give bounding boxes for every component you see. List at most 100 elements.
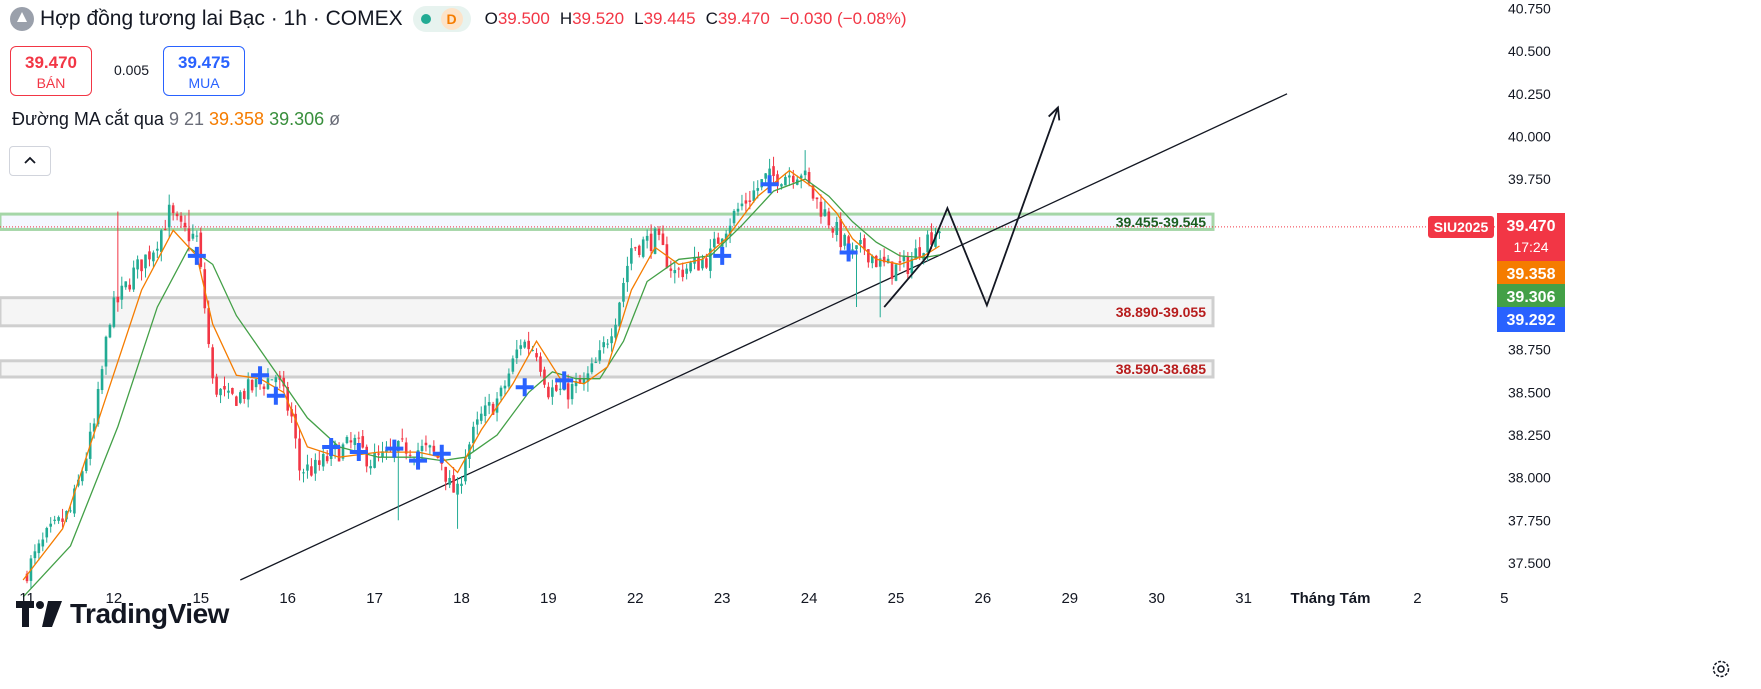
market-status-badge[interactable]: D [412, 6, 471, 32]
sell-label: BÁN [36, 75, 66, 91]
indicator-legend[interactable]: Đường MA cắt qua 9 21 39.358 39.306 ø [12, 109, 340, 130]
spread-value: 0.005 [114, 62, 150, 78]
candle-body [874, 255, 878, 268]
price-tick-label: 38.000 [1508, 470, 1551, 486]
candle-body [799, 175, 803, 179]
candle-body [408, 454, 412, 456]
candle-body [432, 445, 436, 452]
candle-body [535, 353, 538, 358]
ma-cross-marker [555, 371, 574, 390]
time-tick-label: 12 [106, 590, 123, 607]
candle-body [590, 363, 594, 373]
ma-cross-marker [251, 366, 270, 385]
candle-body [784, 176, 787, 186]
candle-body [175, 213, 179, 217]
time-tick-label: 18 [453, 590, 470, 607]
price-tick-label: 38.250 [1508, 427, 1551, 443]
candle-body [867, 249, 870, 263]
candle-body [701, 259, 704, 269]
candle-body [827, 211, 831, 226]
candle-body [215, 376, 218, 395]
candle-body [780, 184, 783, 187]
candle-body [649, 233, 653, 252]
candle-body [254, 379, 258, 388]
candle-body [45, 527, 49, 538]
candle-body [286, 386, 289, 411]
candle-body [116, 296, 120, 303]
candle-body [515, 349, 519, 359]
candle-body [69, 510, 72, 512]
candle-body [898, 261, 902, 263]
candle-body [634, 247, 637, 249]
candle-body [156, 248, 159, 251]
price-tick-label: 40.750 [1508, 1, 1551, 17]
candle-body [373, 452, 376, 468]
candle-body [839, 219, 842, 248]
candle-body [606, 343, 609, 345]
candle-body [709, 248, 712, 271]
candle-body [460, 483, 463, 486]
tradingview-logo-icon [16, 601, 62, 627]
time-tick-label: 17 [366, 590, 383, 607]
buy-button[interactable]: 39.475 MUA [163, 46, 245, 96]
candle-body [487, 402, 491, 406]
candle-body [448, 477, 451, 485]
candle-body [104, 336, 108, 367]
candle-body [148, 251, 151, 260]
price-tick-label: 38.750 [1508, 342, 1551, 358]
candle-body [274, 377, 278, 383]
candle-body [325, 456, 329, 462]
candle-body [772, 166, 775, 177]
candle-body [819, 201, 823, 217]
support-trendline [240, 93, 1288, 581]
ma-cross-marker [322, 437, 341, 456]
candle-body [100, 369, 104, 391]
market-open-dot-icon [420, 14, 431, 24]
ma-cross-marker [349, 443, 368, 462]
candle-body [140, 259, 143, 272]
countdown-text: 17:24 [1513, 239, 1548, 255]
candle-body [314, 459, 317, 474]
candle-body [756, 188, 760, 191]
candle-body [345, 437, 349, 444]
candle-body [318, 460, 321, 465]
candle-body [807, 172, 811, 184]
price-tick-label: 38.500 [1508, 384, 1551, 400]
candle-body [878, 258, 882, 267]
candle-body [645, 235, 649, 241]
candle-body [428, 445, 432, 448]
candle-body [938, 231, 941, 234]
candle-body [61, 518, 64, 522]
candle-body [136, 259, 139, 270]
price-change: −0.030 (−0.08%) [779, 9, 907, 28]
candle-body [803, 170, 807, 176]
candle-body [33, 551, 37, 559]
candle-body [618, 302, 621, 327]
candle-body [894, 264, 898, 281]
candle-body [732, 210, 736, 224]
trendline-layer [240, 93, 1288, 581]
candle-body [527, 340, 530, 350]
candle-body [84, 458, 88, 471]
candle-body [547, 386, 550, 398]
candle-body [657, 228, 661, 235]
candle-body [187, 228, 191, 242]
candle-body [499, 387, 503, 397]
candle-body [211, 347, 214, 379]
candle-body [250, 379, 254, 391]
collapse-legend-button[interactable] [9, 146, 51, 176]
candle-body [369, 466, 372, 469]
candle-body [811, 185, 815, 199]
symbol-title[interactable]: Hợp đồng tương lai Bạc · 1h · COMEX [40, 7, 403, 30]
candle-body [53, 519, 56, 521]
candle-body [831, 228, 835, 233]
gear-icon[interactable] [1710, 658, 1732, 680]
sell-button[interactable]: 39.470 BÁN [10, 46, 92, 96]
candle-body [25, 573, 29, 582]
candle-body [282, 377, 286, 387]
candle-body [752, 190, 756, 201]
candle-body [523, 341, 526, 348]
candle-body [191, 233, 195, 239]
time-tick-label: 29 [1061, 590, 1078, 607]
